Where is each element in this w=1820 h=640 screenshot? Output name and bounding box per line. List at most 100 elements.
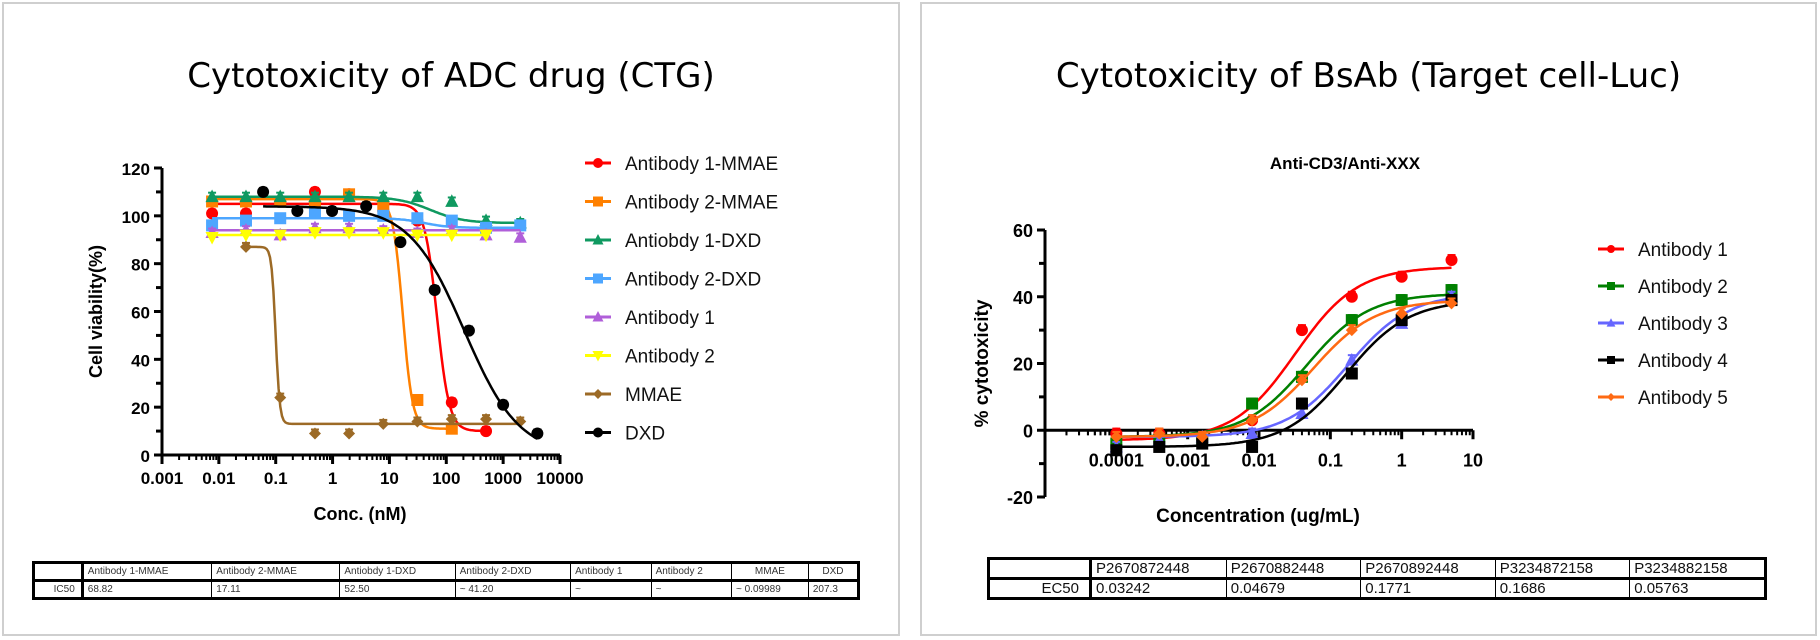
data-point (273, 189, 287, 203)
table-cell: 0.03242 (1090, 578, 1227, 599)
data-point (1395, 270, 1408, 283)
data-point (273, 229, 287, 243)
table-cell: ~ 41.20 (454, 580, 572, 599)
legend-marker (593, 196, 603, 207)
data-point (1445, 297, 1458, 310)
table-corner-cell (988, 558, 1092, 580)
data-point (445, 396, 458, 409)
y-tick-label: 0 (1023, 421, 1033, 441)
data-point (1110, 444, 1123, 457)
data-point (411, 415, 424, 428)
legend-marker (592, 351, 604, 362)
legend-label: DXD (625, 424, 665, 445)
legend-item: Antibody 2 (1598, 277, 1728, 298)
data-point (1345, 314, 1358, 327)
data-point (1245, 426, 1259, 439)
y-tick-label: 20 (1013, 355, 1033, 375)
data-point (291, 205, 304, 218)
legend-label: Antibody 2-MMAE (625, 193, 778, 214)
data-point (342, 189, 356, 203)
data-point (308, 207, 321, 220)
series-dxd (257, 185, 544, 440)
bsab-cytotoxicity-chart: Anti-CD3/Anti-XXX -20 0 20 40 60 % cytotoxicit… (972, 154, 1728, 527)
series-mmae (239, 240, 527, 440)
series-antibody-1 (1110, 254, 1458, 447)
table-header-cell: MMAE (731, 562, 809, 582)
legend-label: MMAE (625, 385, 682, 406)
data-point (1395, 307, 1408, 320)
data-point (1395, 294, 1408, 307)
data-point (1153, 440, 1166, 453)
legend-item: MMAE (585, 385, 682, 406)
legend-item: Antibody 1 (585, 308, 715, 329)
legend-marker (593, 427, 603, 438)
data-point (1295, 324, 1308, 337)
legend-label: Antibody 1 (625, 308, 715, 329)
x-tick-label: 0.1 (1318, 450, 1343, 470)
data-point (411, 212, 424, 225)
x-tick-label: 0.01 (202, 469, 235, 488)
data-point (343, 209, 356, 222)
fit-curve (1116, 300, 1452, 438)
data-point (445, 194, 459, 207)
legend-marker (1607, 282, 1615, 290)
data-point (376, 189, 390, 203)
legend-label: Antibody 5 (1638, 388, 1728, 409)
y-tick-label: -20 (1007, 488, 1033, 508)
table-header-cell: Antibody 1 (570, 562, 652, 582)
legend-label: Antibody 1 (1638, 240, 1728, 261)
table-row: IC50 68.82 17.11 52.50 ~ 41.20 ~ ~ ~ 0.0… (33, 580, 860, 599)
data-point (343, 427, 356, 440)
legend-marker (593, 389, 603, 399)
y-tick-label: 60 (1013, 221, 1033, 241)
legend-label: Antibody 1-MMAE (625, 154, 778, 175)
y-tick-label: 60 (131, 304, 150, 323)
legend-item: DXD (585, 424, 665, 445)
data-point (239, 229, 253, 243)
legend-item: Antibody 2-MMAE (585, 193, 778, 214)
data-point (1110, 430, 1123, 443)
table-header-cell: P2670882448 (1225, 558, 1362, 580)
data-point (410, 229, 424, 243)
data-point (308, 189, 322, 203)
data-point (308, 427, 321, 440)
data-point (514, 219, 527, 232)
data-point (1196, 430, 1209, 443)
table-row-label: EC50 (988, 578, 1092, 599)
legend-marker (592, 311, 604, 322)
series-antibody-5 (1110, 297, 1458, 443)
data-point (1295, 397, 1308, 410)
data-point (1345, 367, 1358, 380)
table-cell: 207.3 (807, 580, 860, 599)
data-point (480, 413, 493, 426)
y-axis-label: Cell viability(%) (86, 245, 106, 378)
y-tick-label: 40 (1013, 288, 1033, 308)
table-header-cell: P3234872158 (1494, 558, 1631, 580)
series-antibody-2 (205, 227, 493, 245)
legend-item: Antibody 1-MMAE (585, 154, 778, 175)
fit-curve (212, 202, 486, 433)
legend-label: Antibody 2 (1638, 277, 1728, 298)
data-point (394, 236, 407, 249)
fit-curve (1116, 266, 1452, 441)
table-corner-cell (33, 562, 84, 582)
legend-label: Antiobdy 1-DXD (625, 231, 761, 252)
data-point (445, 214, 458, 227)
legend-item: Antibody 2-DXD (585, 270, 761, 291)
data-point (274, 212, 287, 225)
legend-label: Antibody 4 (1638, 351, 1728, 372)
y-tick-label: 80 (131, 256, 150, 275)
legend-marker (1607, 245, 1615, 253)
data-point (480, 425, 493, 438)
table-header-cell: Antibody 2-MMAE (211, 562, 341, 582)
data-point (531, 427, 544, 440)
data-point (376, 227, 390, 240)
table-header-row: P2670872448 P2670882448 P2670892448 P323… (988, 558, 1766, 580)
data-point (411, 393, 424, 406)
table-cell: 17.11 (211, 580, 341, 599)
data-point (479, 229, 493, 243)
data-point (1395, 314, 1408, 327)
legend: Antibody 1-MMAE Antibody 2-MMAE Antiobdy 1… (585, 154, 778, 445)
x-tick-label: 1 (1397, 450, 1407, 470)
panel-title: Cytotoxicity of BsAb (Target cell-Luc) (1055, 56, 1682, 96)
